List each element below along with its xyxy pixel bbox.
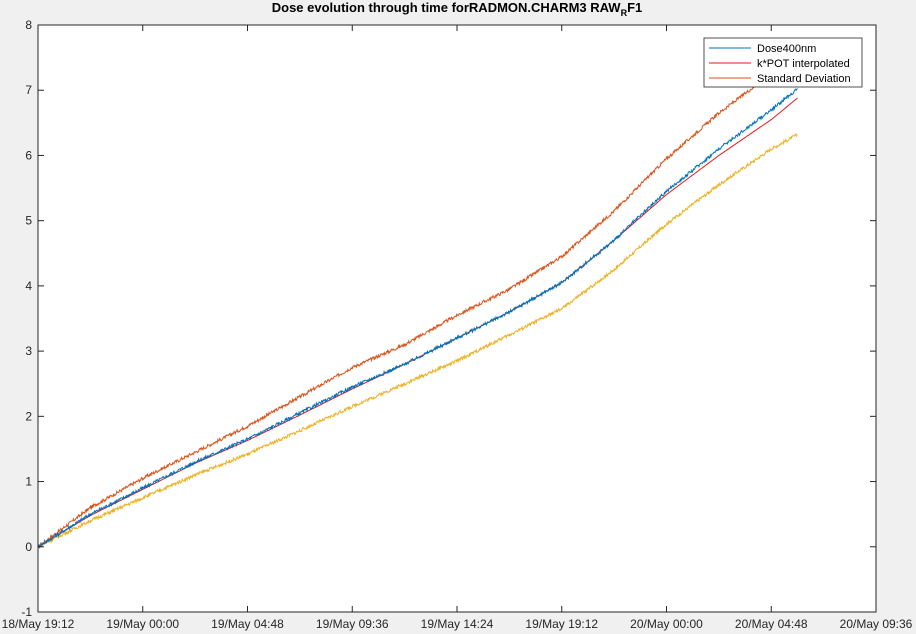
x-tick-label: 20/May 00:00	[630, 617, 703, 631]
legend-label-kpot: k*POT interpolated	[757, 58, 850, 70]
axes-box	[37, 24, 877, 613]
y-tick-label: 0	[25, 540, 32, 554]
x-tick-label: 19/May 09:36	[316, 617, 389, 631]
x-tick-label: 20/May 04:48	[735, 617, 808, 631]
x-tick-label: 19/May 04:48	[211, 617, 284, 631]
y-tick-label: 5	[25, 214, 32, 228]
title-subscript: R	[621, 8, 628, 18]
series-line-dose400nm	[37, 87, 798, 549]
legend: Dose400nm k*POT interpolated Standard De…	[703, 37, 863, 88]
y-tick-label: 7	[25, 83, 32, 97]
x-axis-ticks: 18/May 19:12 19/May 00:00 19/May 04:48 19/M…	[2, 25, 913, 631]
x-tick-label: 19/May 00:00	[106, 617, 179, 631]
x-tick-label: 19/May 14:24	[421, 617, 494, 631]
plot-area	[38, 25, 876, 612]
series-line-lower-bound	[37, 132, 798, 549]
chart-title: Dose evolution through time forRADMON.CH…	[272, 0, 643, 18]
x-tick-label: 20/May 09:36	[840, 617, 913, 631]
title-main: Dose evolution through time forRADMON.CH…	[272, 0, 622, 15]
x-tick-label: 19/May 19:12	[525, 617, 598, 631]
x-tick-label: 18/May 19:12	[2, 617, 75, 631]
legend-label-stddev: Standard Deviation	[757, 73, 851, 85]
y-tick-label: -1	[21, 605, 32, 619]
y-tick-label: 1	[25, 475, 32, 489]
y-tick-label: 3	[25, 344, 32, 358]
y-tick-label: 6	[25, 148, 32, 162]
series-layer	[37, 50, 798, 549]
y-tick-label: 4	[25, 279, 32, 293]
y-tick-label: 8	[25, 18, 32, 32]
title-end: F1	[627, 0, 642, 15]
y-tick-label: 2	[25, 409, 32, 423]
series-line-standard-deviation	[37, 50, 798, 549]
legend-label-dose400nm: Dose400nm	[757, 43, 816, 55]
